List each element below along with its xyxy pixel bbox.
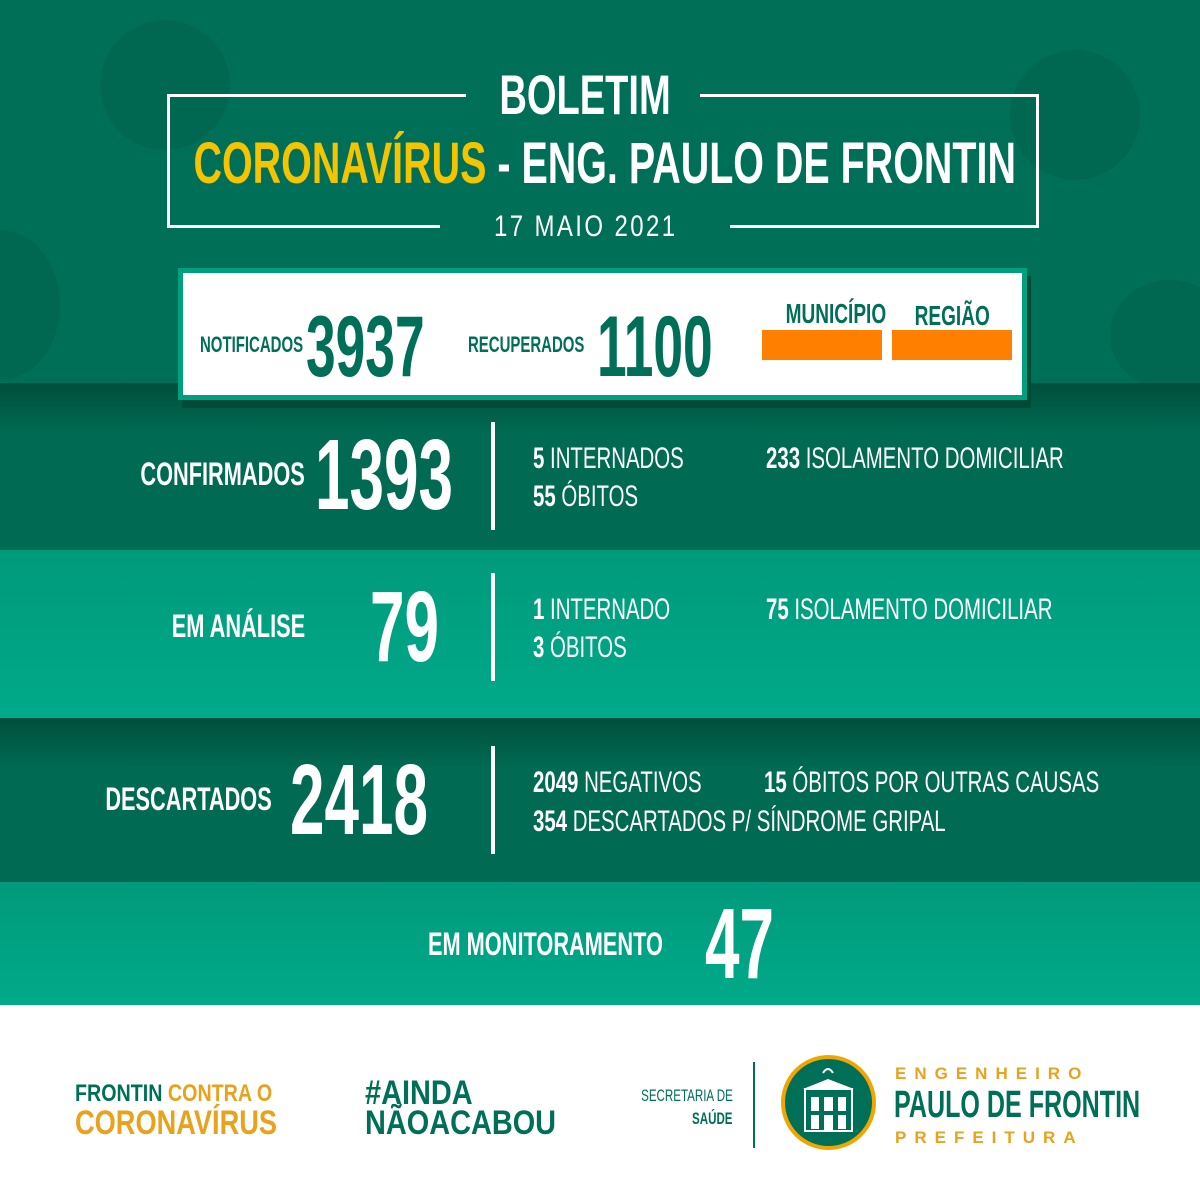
building-icon — [803, 1068, 854, 1132]
analise-isolamento: 75 ISOLAMENTO DOMICILIAR — [766, 593, 1053, 626]
virus-decoration — [1110, 280, 1200, 390]
confirmados-obitos: 55 ÓBITOS — [533, 480, 639, 513]
footer — [0, 1005, 1200, 1200]
city-name: PAULO DE FRONTIN — [894, 1084, 1141, 1126]
analise-internados: 1 INTERNADO — [533, 593, 671, 626]
notificados-value: 3937 — [306, 299, 425, 395]
confirmados-label: CONFIRMADOS — [140, 456, 305, 492]
hashtag-line2: NÃOACABOU — [365, 1104, 557, 1142]
recuperados-value: 1100 — [597, 299, 713, 395]
virus-decoration — [1010, 50, 1140, 180]
municipio-flag — [762, 330, 882, 360]
divider — [491, 422, 495, 530]
monitoramento-label: EM MONITORAMENTO — [428, 926, 663, 962]
band-analise — [0, 550, 1200, 718]
campaign-logo-line2: CORONAVÍRUS — [75, 1104, 277, 1142]
header-subtitle: CORONAVÍRUS - ENG. PAULO DE FRONTIN — [193, 131, 1016, 196]
municipio-label: MUNICÍPIO — [785, 298, 887, 329]
descartados-negativos: 2049 NEGATIVOS — [533, 766, 702, 799]
city-hall-emblem — [781, 1055, 876, 1150]
hashtag-line1: #AINDA — [365, 1074, 473, 1112]
analise-label: EM ANÁLISE — [171, 608, 305, 644]
divider — [491, 573, 495, 681]
monitoramento-value: 47 — [705, 888, 774, 1000]
city-top: ENGENHEIRO — [895, 1064, 1090, 1083]
band-monitoramento — [0, 882, 1200, 1005]
summary-box — [178, 268, 1027, 400]
divider — [491, 746, 495, 854]
secretaria-line2: SAÚDE — [692, 1109, 733, 1128]
virus-decoration — [100, 20, 230, 150]
descartados-gripal: 354 DESCARTADOS P/ SÍNDROME GRIPAL — [533, 805, 946, 838]
regiao-label: REGIÃO — [914, 300, 990, 331]
descartados-outras-causas: 15 ÓBITOS POR OUTRAS CAUSAS — [764, 766, 1100, 799]
city-bottom: PREFEITURA — [895, 1128, 1084, 1147]
notificados-label: NOTIFICADOS — [200, 332, 304, 357]
confirmados-internados: 5 INTERNADOS — [533, 442, 684, 475]
analise-obitos: 3 ÓBITOS — [533, 631, 627, 664]
descartados-label: DESCARTADOS — [105, 781, 272, 817]
recuperados-label: RECUPERADOS — [468, 332, 585, 357]
regiao-flag — [892, 330, 1012, 360]
footer-divider — [753, 1062, 755, 1148]
secretaria-line1: SECRETARIA DE — [641, 1086, 733, 1105]
band-confirmados — [0, 383, 1200, 550]
descartados-value: 2418 — [290, 744, 428, 856]
confirmados-isolamento: 233 ISOLAMENTO DOMICILIAR — [766, 442, 1064, 475]
analise-value: 79 — [370, 571, 439, 683]
header-date: 17 MAIO 2021 — [494, 210, 678, 243]
band-descartados — [0, 718, 1200, 882]
header-title: BOLETIM — [499, 63, 671, 126]
virus-decoration — [0, 230, 60, 380]
campaign-logo: FRONTIN CONTRA O — [75, 1080, 273, 1107]
confirmados-value: 1393 — [315, 419, 453, 531]
